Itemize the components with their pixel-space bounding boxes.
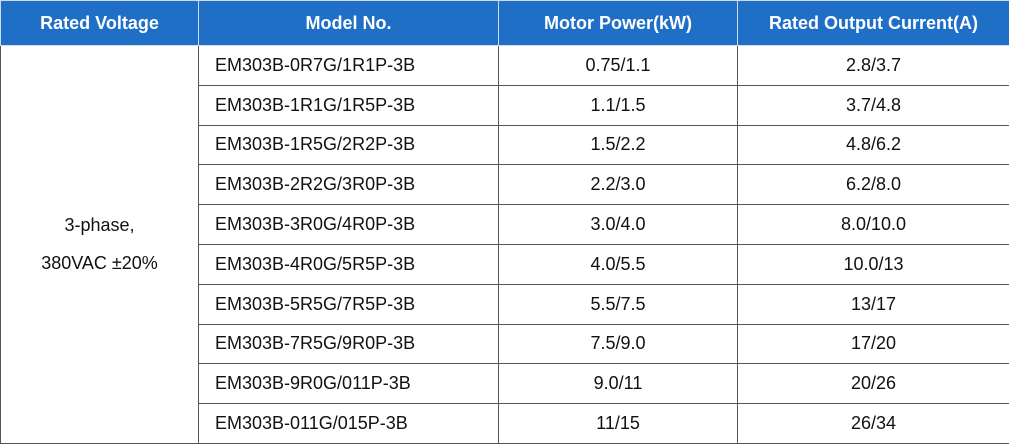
model-cell: EM303B-7R5G/9R0P-3B — [198, 323, 499, 365]
model-cell: EM303B-3R0G/4R0P-3B — [198, 204, 499, 245]
current-cell: 10.0/13 — [737, 243, 1009, 285]
current-cell: 4.8/6.2 — [737, 124, 1009, 166]
model-cell: EM303B-4R0G/5R5P-3B — [198, 243, 499, 285]
model-cell: EM303B-1R5G/2R2P-3B — [198, 124, 499, 166]
table-row: EM303B-9R0G/011P-3B 9.0/11 20/26 — [1, 363, 1009, 405]
header-cell: Motor Power(kW) — [498, 0, 738, 46]
current-cell: 13/17 — [737, 283, 1009, 325]
current-cell: 6.2/8.0 — [737, 164, 1009, 206]
model-cell: EM303B-9R0G/011P-3B — [198, 363, 499, 405]
power-cell: 3.0/4.0 — [498, 204, 738, 245]
power-cell: 2.2/3.0 — [498, 164, 738, 206]
header-row: Rated Voltage Model No. Motor Power(kW) Rat… — [0, 0, 1009, 46]
current-cell: 8.0/10.0 — [737, 204, 1009, 245]
model-cell: EM303B-5R5G/7R5P-3B — [198, 283, 499, 325]
model-cell: EM303B-0R7G/1R1P-3B — [198, 45, 499, 86]
power-cell: 1.1/1.5 — [498, 84, 738, 126]
table-row: EM303B-5R5G/7R5P-3B 5.5/7.5 13/17 — [1, 283, 1009, 325]
model-cell: EM303B-1R1G/1R5P-3B — [198, 84, 499, 126]
table-row: EM303B-7R5G/9R0P-3B 7.5/9.0 17/20 — [1, 323, 1009, 365]
table-body: 3-phase, 380VAC ±20% EM303B-0R7G/1R1P-3B 0.… — [0, 45, 1009, 444]
current-cell: 2.8/3.7 — [737, 45, 1009, 86]
model-cell: EM303B-2R2G/3R0P-3B — [198, 164, 499, 206]
power-cell: 0.75/1.1 — [498, 45, 738, 86]
table-row: 3-phase, 380VAC ±20% EM303B-0R7G/1R1P-3B 0.… — [0, 45, 1009, 444]
power-cell: 11/15 — [498, 403, 738, 444]
power-cell: 4.0/5.5 — [498, 243, 738, 285]
voltage-cell: 3-phase, 380VAC ±20% — [0, 45, 199, 444]
power-cell: 7.5/9.0 — [498, 323, 738, 365]
voltage-line: 3-phase, — [64, 215, 135, 236]
table-row: EM303B-2R2G/3R0P-3B 2.2/3.0 6.2/8.0 — [1, 164, 1009, 206]
table-row: EM303B-011G/015P-3B 11/15 26/34 — [1, 403, 1009, 444]
header-cell: Rated Voltage — [0, 0, 199, 46]
power-cell: 1.5/2.2 — [498, 124, 738, 166]
model-cell: EM303B-011G/015P-3B — [198, 403, 499, 444]
table-row: EM303B-4R0G/5R5P-3B 4.0/5.5 10.0/13 — [1, 243, 1009, 285]
power-cell: 5.5/7.5 — [498, 283, 738, 325]
current-cell: 20/26 — [737, 363, 1009, 405]
voltage-line: 380VAC ±20% — [41, 253, 158, 274]
table-row: EM303B-1R1G/1R5P-3B 1.1/1.5 3.7/4.8 — [1, 84, 1009, 126]
header-cell: Rated Output Current(A) — [737, 0, 1009, 46]
table-row: EM303B-3R0G/4R0P-3B 3.0/4.0 8.0/10.0 — [1, 204, 1009, 245]
current-cell: 3.7/4.8 — [737, 84, 1009, 126]
current-cell: 26/34 — [737, 403, 1009, 444]
header-cell: Model No. — [198, 0, 499, 46]
current-cell: 17/20 — [737, 323, 1009, 365]
power-cell: 9.0/11 — [498, 363, 738, 405]
table-row: EM303B-1R5G/2R2P-3B 1.5/2.2 4.8/6.2 — [1, 124, 1009, 166]
